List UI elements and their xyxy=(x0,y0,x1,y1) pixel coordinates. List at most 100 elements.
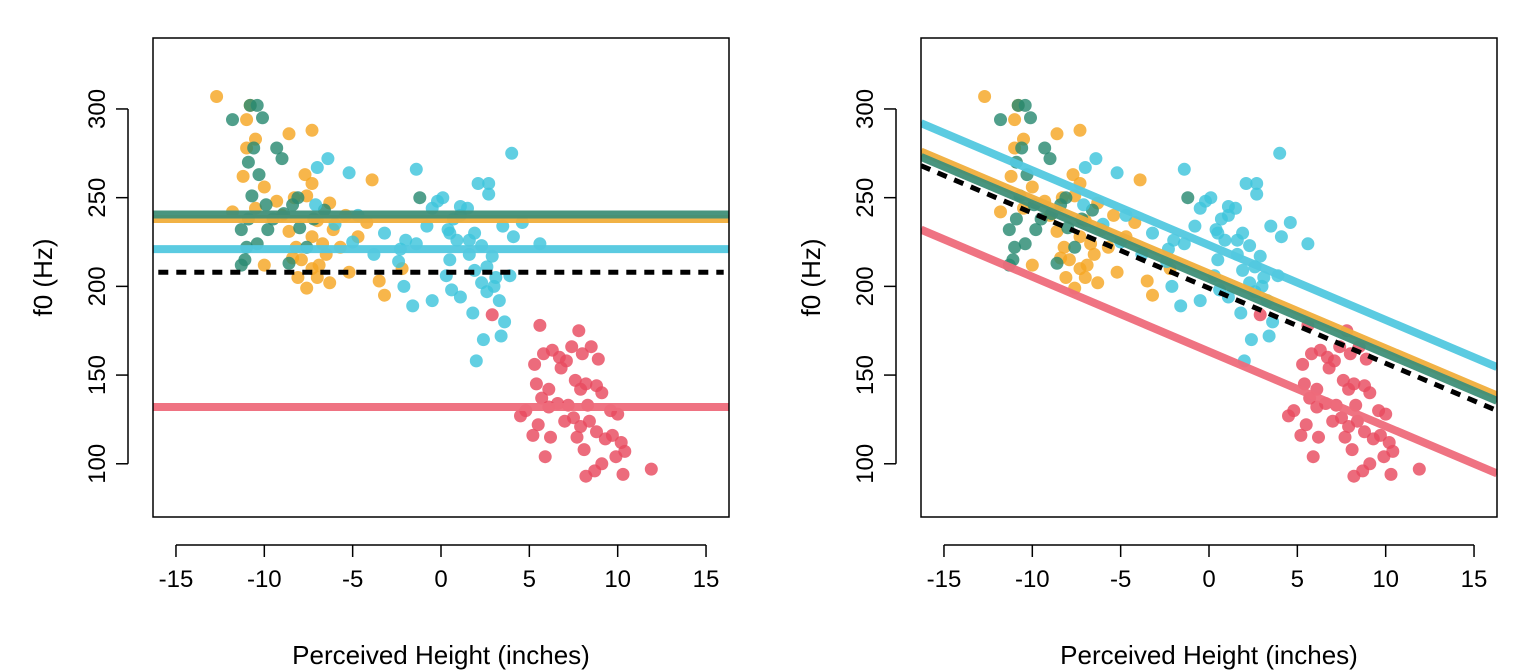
data-point xyxy=(1080,258,1094,272)
data-point xyxy=(1050,224,1064,238)
data-point xyxy=(1050,256,1064,270)
y-tick-label: 100 xyxy=(84,444,111,484)
data-point xyxy=(544,430,557,444)
data-point xyxy=(234,223,248,237)
data-point xyxy=(309,198,323,212)
data-point xyxy=(305,123,319,137)
data-point xyxy=(310,161,324,174)
data-point xyxy=(300,281,314,295)
data-point xyxy=(323,276,337,290)
data-point xyxy=(1188,219,1202,233)
plot-area xyxy=(921,90,1497,483)
data-point xyxy=(1024,111,1037,125)
data-point xyxy=(245,189,259,203)
data-point xyxy=(1059,271,1073,284)
data-point xyxy=(1029,223,1043,237)
data-point xyxy=(252,168,266,182)
data-point xyxy=(462,233,476,247)
data-point xyxy=(1379,407,1393,421)
data-point xyxy=(476,333,490,347)
data-point xyxy=(1009,212,1023,226)
data-point xyxy=(558,414,572,428)
data-point xyxy=(259,198,273,212)
data-point xyxy=(241,155,255,169)
data-point xyxy=(1322,361,1336,375)
data-point xyxy=(1244,333,1258,347)
data-point xyxy=(595,386,609,400)
data-point xyxy=(243,98,257,112)
data-point xyxy=(489,271,503,284)
data-point xyxy=(1004,169,1018,183)
data-point xyxy=(275,152,289,166)
data-point xyxy=(1211,226,1225,240)
data-point xyxy=(1050,127,1064,141)
data-point xyxy=(378,226,391,240)
y-tick-label: 200 xyxy=(84,266,111,306)
data-point xyxy=(616,467,630,481)
fit-line xyxy=(921,153,1497,405)
y-tick-label: 250 xyxy=(852,178,879,218)
data-point xyxy=(321,152,335,166)
data-point xyxy=(397,279,411,293)
data-point xyxy=(453,290,467,304)
data-point xyxy=(270,194,284,208)
data-point xyxy=(261,223,275,237)
data-point xyxy=(1110,166,1124,180)
data-point xyxy=(1358,425,1371,439)
data-point xyxy=(978,90,992,103)
data-point xyxy=(1107,208,1121,222)
overall-mean-line xyxy=(921,163,1497,413)
data-point xyxy=(282,127,296,141)
data-point xyxy=(505,146,519,160)
data-point xyxy=(1312,430,1325,444)
data-point xyxy=(1008,240,1022,254)
data-point xyxy=(492,294,506,308)
left-panel: -15 -10 -5 0 5 10 15 100 150 200 250 300 Perceived H… xyxy=(28,37,730,670)
data-point xyxy=(1133,173,1147,187)
x-tick-label: -10 xyxy=(1015,566,1050,593)
y-tick-label: 300 xyxy=(852,89,879,129)
data-point xyxy=(574,382,588,396)
data-point xyxy=(1299,418,1313,432)
data-point xyxy=(1338,430,1352,444)
data-point xyxy=(1234,306,1248,320)
data-point xyxy=(565,340,579,354)
data-point xyxy=(291,191,305,205)
data-point xyxy=(1025,180,1039,194)
x-tick-label: 0 xyxy=(434,566,447,593)
data-point xyxy=(436,191,450,205)
plot-frame xyxy=(920,37,1498,518)
data-point xyxy=(644,462,658,476)
data-point xyxy=(365,173,379,187)
data-point xyxy=(1211,253,1225,267)
data-point xyxy=(1110,265,1124,279)
data-point xyxy=(482,187,496,201)
data-point xyxy=(605,428,619,442)
data-point xyxy=(579,469,593,483)
data-point xyxy=(1043,152,1057,166)
data-point xyxy=(234,258,248,272)
data-point xyxy=(1230,233,1244,247)
data-point xyxy=(1342,382,1356,396)
plot-frame xyxy=(152,37,730,518)
data-point xyxy=(1373,428,1387,442)
data-point xyxy=(1363,386,1377,400)
data-point xyxy=(514,409,527,423)
data-point xyxy=(1140,274,1154,288)
data-point xyxy=(282,224,296,238)
data-point xyxy=(1301,237,1315,251)
data-point xyxy=(1008,113,1022,127)
data-point xyxy=(538,450,552,464)
data-point xyxy=(1253,249,1267,263)
data-point xyxy=(305,230,319,244)
data-point xyxy=(247,141,261,155)
data-point xyxy=(535,391,549,405)
x-tick-label: -15 xyxy=(927,566,962,593)
data-point xyxy=(342,265,356,279)
data-point xyxy=(1066,168,1080,182)
data-point xyxy=(1243,239,1257,253)
data-point xyxy=(1326,414,1340,428)
data-point xyxy=(1025,258,1039,272)
data-point xyxy=(1146,226,1159,240)
data-point xyxy=(453,200,467,213)
